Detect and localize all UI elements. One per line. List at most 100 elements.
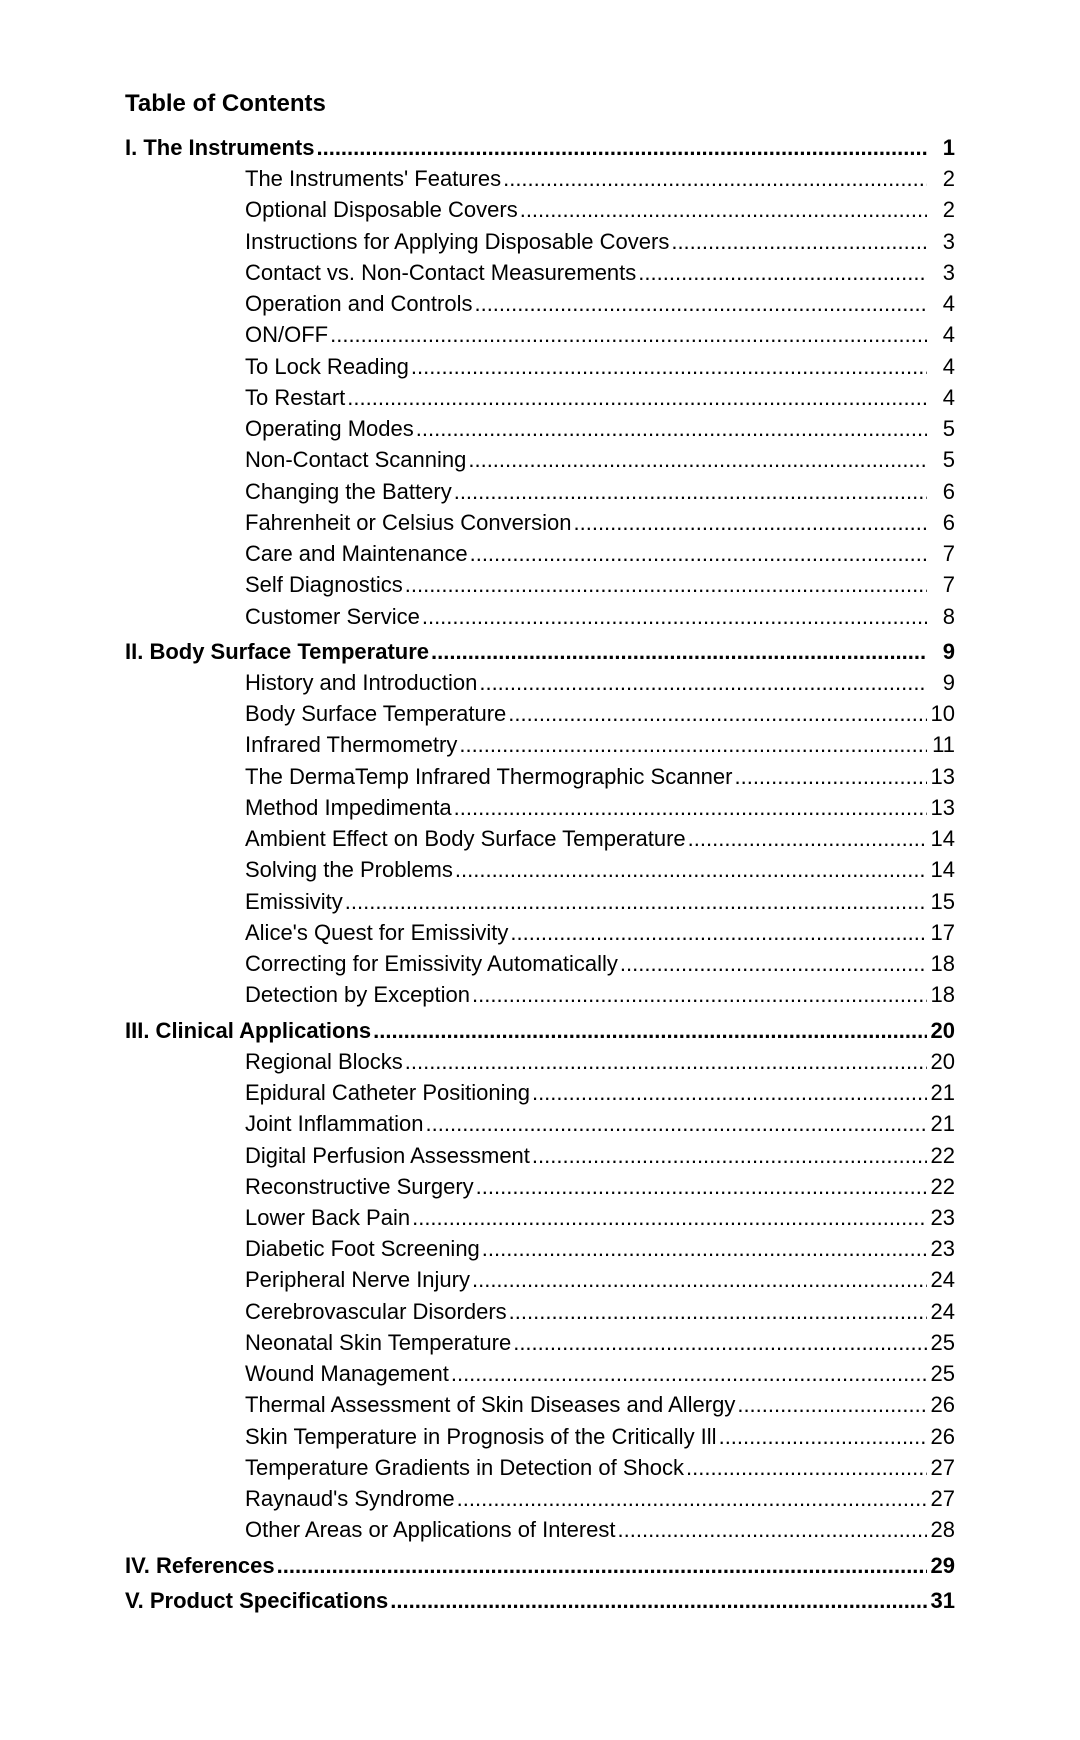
toc-sub-page: 13 — [927, 792, 955, 823]
toc-sub-label: Regional Blocks — [245, 1046, 403, 1077]
toc-sub-label: Changing the Battery — [245, 476, 452, 507]
toc-sub-page: 2 — [927, 194, 955, 225]
toc-sub-page: 24 — [927, 1296, 955, 1327]
toc-sub-label: Non-Contact Scanning — [245, 444, 466, 475]
toc-sub-label: Reconstructive Surgery — [245, 1171, 474, 1202]
toc-sub-label: Method Impedimenta — [245, 792, 452, 823]
toc-leader — [371, 1015, 927, 1046]
toc-leader — [466, 444, 927, 475]
toc-section-row: V. Product Specifications31 — [125, 1585, 955, 1616]
toc-sub-page: 17 — [927, 917, 955, 948]
toc-sub-row: Contact vs. Non-Contact Measurements3 — [125, 257, 955, 288]
toc-leader — [480, 1233, 927, 1264]
toc-sub-label: Emissivity — [245, 886, 343, 917]
toc-leader — [636, 257, 927, 288]
toc-leader — [449, 1358, 927, 1389]
toc-sub-label: Temperature Gradients in Detection of Sh… — [245, 1452, 684, 1483]
toc-sub-page: 26 — [927, 1389, 955, 1420]
toc-sub-row: Operating Modes5 — [125, 413, 955, 444]
toc-leader — [345, 382, 927, 413]
toc-sub-page: 27 — [927, 1452, 955, 1483]
toc-leader — [732, 761, 927, 792]
toc-sub-page: 11 — [927, 729, 955, 760]
toc-sub-row: Epidural Catheter Positioning21 — [125, 1077, 955, 1108]
toc-sub-label: Contact vs. Non-Contact Measurements — [245, 257, 636, 288]
toc-sub-page: 4 — [927, 351, 955, 382]
toc-section-page: 9 — [927, 636, 955, 667]
toc-leader — [616, 1514, 927, 1545]
toc-sub-page: 4 — [927, 382, 955, 413]
toc-sub-row: To Restart4 — [125, 382, 955, 413]
toc-sub-page: 23 — [927, 1233, 955, 1264]
toc-sub-row: Customer Service8 — [125, 601, 955, 632]
toc-leader — [455, 1483, 927, 1514]
toc-sub-label: Wound Management — [245, 1358, 449, 1389]
toc-sub-label: The DermaTemp Infrared Thermographic Sca… — [245, 761, 732, 792]
toc-sub-page: 15 — [927, 886, 955, 917]
toc-sub-label: Detection by Exception — [245, 979, 470, 1010]
toc-sub-label: Joint Inflammation — [245, 1108, 424, 1139]
toc-sub-page: 27 — [927, 1483, 955, 1514]
toc-leader — [507, 1296, 927, 1327]
toc-sub-label: Peripheral Nerve Injury — [245, 1264, 470, 1295]
toc-section-label: V. Product Specifications — [125, 1585, 388, 1616]
toc-section-page: 29 — [927, 1550, 955, 1581]
toc-sub-row: Reconstructive Surgery 22 — [125, 1171, 955, 1202]
toc-sub-label: History and Introduction — [245, 667, 477, 698]
toc-section-row: II. Body Surface Temperature 9 — [125, 636, 955, 667]
toc-sub-row: Temperature Gradients in Detection of Sh… — [125, 1452, 955, 1483]
toc-sub-label: Thermal Assessment of Skin Diseases and … — [245, 1389, 735, 1420]
toc-leader — [403, 569, 927, 600]
toc-sub-label: Diabetic Foot Screening — [245, 1233, 480, 1264]
toc-leader — [530, 1077, 927, 1108]
toc-leader — [506, 698, 927, 729]
toc-sub-page: 22 — [927, 1171, 955, 1202]
toc-sub-page: 26 — [927, 1421, 955, 1452]
toc-sub-page: 23 — [927, 1202, 955, 1233]
toc-sub-page: 20 — [927, 1046, 955, 1077]
toc-sub-row: Digital Perfusion Assessment22 — [125, 1140, 955, 1171]
toc-sub-label: Raynaud's Syndrome — [245, 1483, 455, 1514]
toc-sub-row: Regional Blocks 20 — [125, 1046, 955, 1077]
toc-sub-page: 7 — [927, 538, 955, 569]
toc-sub-row: Emissivity 15 — [125, 886, 955, 917]
toc-leader — [686, 823, 927, 854]
toc-sub-page: 9 — [927, 667, 955, 698]
toc-leader — [414, 413, 927, 444]
toc-sub-page: 8 — [927, 601, 955, 632]
toc-section-label: II. Body Surface Temperature — [125, 636, 429, 667]
toc-sub-page: 7 — [927, 569, 955, 600]
toc-leader — [403, 1046, 927, 1077]
toc-sub-row: Wound Management25 — [125, 1358, 955, 1389]
toc-sub-page: 6 — [927, 507, 955, 538]
toc-leader — [424, 1108, 927, 1139]
toc-leader — [470, 1264, 927, 1295]
toc-section-label: IV. References — [125, 1550, 275, 1581]
toc-sub-label: Fahrenheit or Celsius Conversion — [245, 507, 572, 538]
toc-leader — [669, 226, 927, 257]
toc-sub-row: Joint Inflammation21 — [125, 1108, 955, 1139]
toc-sub-row: ON/OFF4 — [125, 319, 955, 350]
toc-leader — [472, 288, 927, 319]
toc-sub-label: To Lock Reading — [245, 351, 409, 382]
toc-leader — [343, 886, 927, 917]
toc-sub-row: Fahrenheit or Celsius Conversion 6 — [125, 507, 955, 538]
toc-section-label: I. The Instruments — [125, 132, 314, 163]
toc-leader — [453, 854, 927, 885]
toc-sub-label: ON/OFF — [245, 319, 328, 350]
toc-sub-row: Ambient Effect on Body Surface Temperatu… — [125, 823, 955, 854]
toc-sub-row: Optional Disposable Covers2 — [125, 194, 955, 225]
toc-sub-label: Neonatal Skin Temperature — [245, 1327, 511, 1358]
toc-sub-page: 28 — [927, 1514, 955, 1545]
toc-sub-page: 10 — [927, 698, 955, 729]
toc-sub-page: 22 — [927, 1140, 955, 1171]
toc-leader — [420, 601, 927, 632]
toc-sub-label: Ambient Effect on Body Surface Temperatu… — [245, 823, 686, 854]
toc-leader — [429, 636, 927, 667]
toc-sub-row: Instructions for Applying Disposable Cov… — [125, 226, 955, 257]
toc-sub-row: Care and Maintenance7 — [125, 538, 955, 569]
toc-sub-label: Infrared Thermometry — [245, 729, 457, 760]
toc-leader — [328, 319, 927, 350]
toc-leader — [314, 132, 927, 163]
toc-leader — [477, 667, 927, 698]
